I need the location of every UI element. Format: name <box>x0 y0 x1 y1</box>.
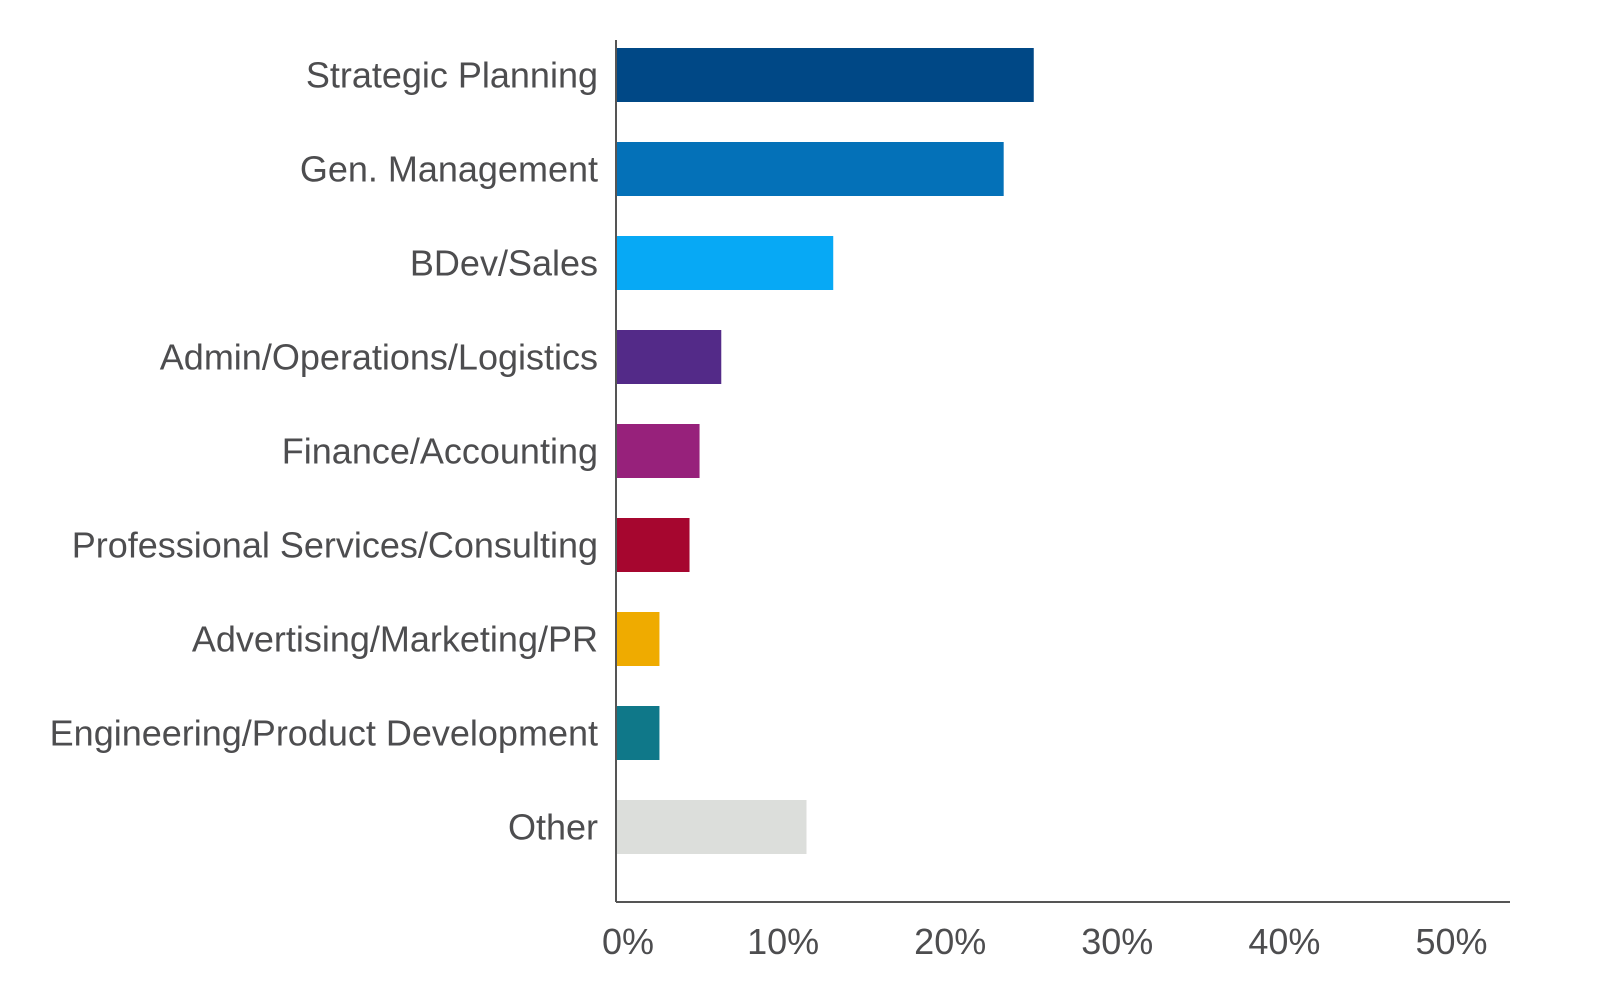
category-label: Other <box>508 807 598 848</box>
bar-0 <box>616 48 1034 102</box>
bars-group <box>616 48 1034 854</box>
category-label: Professional Services/Consulting <box>72 525 598 566</box>
x-tick-label: 30% <box>1081 921 1153 962</box>
bar-3 <box>616 330 722 384</box>
bar-7 <box>616 706 660 760</box>
x-tick-labels: 0% 10% 20% 30% 40% 50% <box>602 921 1488 962</box>
bar-6 <box>616 612 660 666</box>
category-label: Engineering/Product Development <box>50 713 598 754</box>
category-labels: Strategic Planning Gen. Management BDev/Sa… <box>50 55 598 848</box>
x-tick-label: 0% <box>602 921 654 962</box>
x-tick-label: 10% <box>747 921 819 962</box>
bar-1 <box>616 142 1004 196</box>
bar-8 <box>616 800 807 854</box>
x-tick-label: 40% <box>1248 921 1320 962</box>
bar-2 <box>616 236 834 290</box>
bar-5 <box>616 518 690 572</box>
category-label: Advertising/Marketing/PR <box>192 619 598 660</box>
category-label: Finance/Accounting <box>282 431 598 472</box>
category-label: Gen. Management <box>300 149 598 190</box>
bar-4 <box>616 424 700 478</box>
category-label: Admin/Operations/Logistics <box>160 337 598 378</box>
category-label: BDev/Sales <box>410 243 598 284</box>
x-tick-label: 50% <box>1415 921 1487 962</box>
category-label: Strategic Planning <box>306 55 598 96</box>
x-tick-label: 20% <box>914 921 986 962</box>
